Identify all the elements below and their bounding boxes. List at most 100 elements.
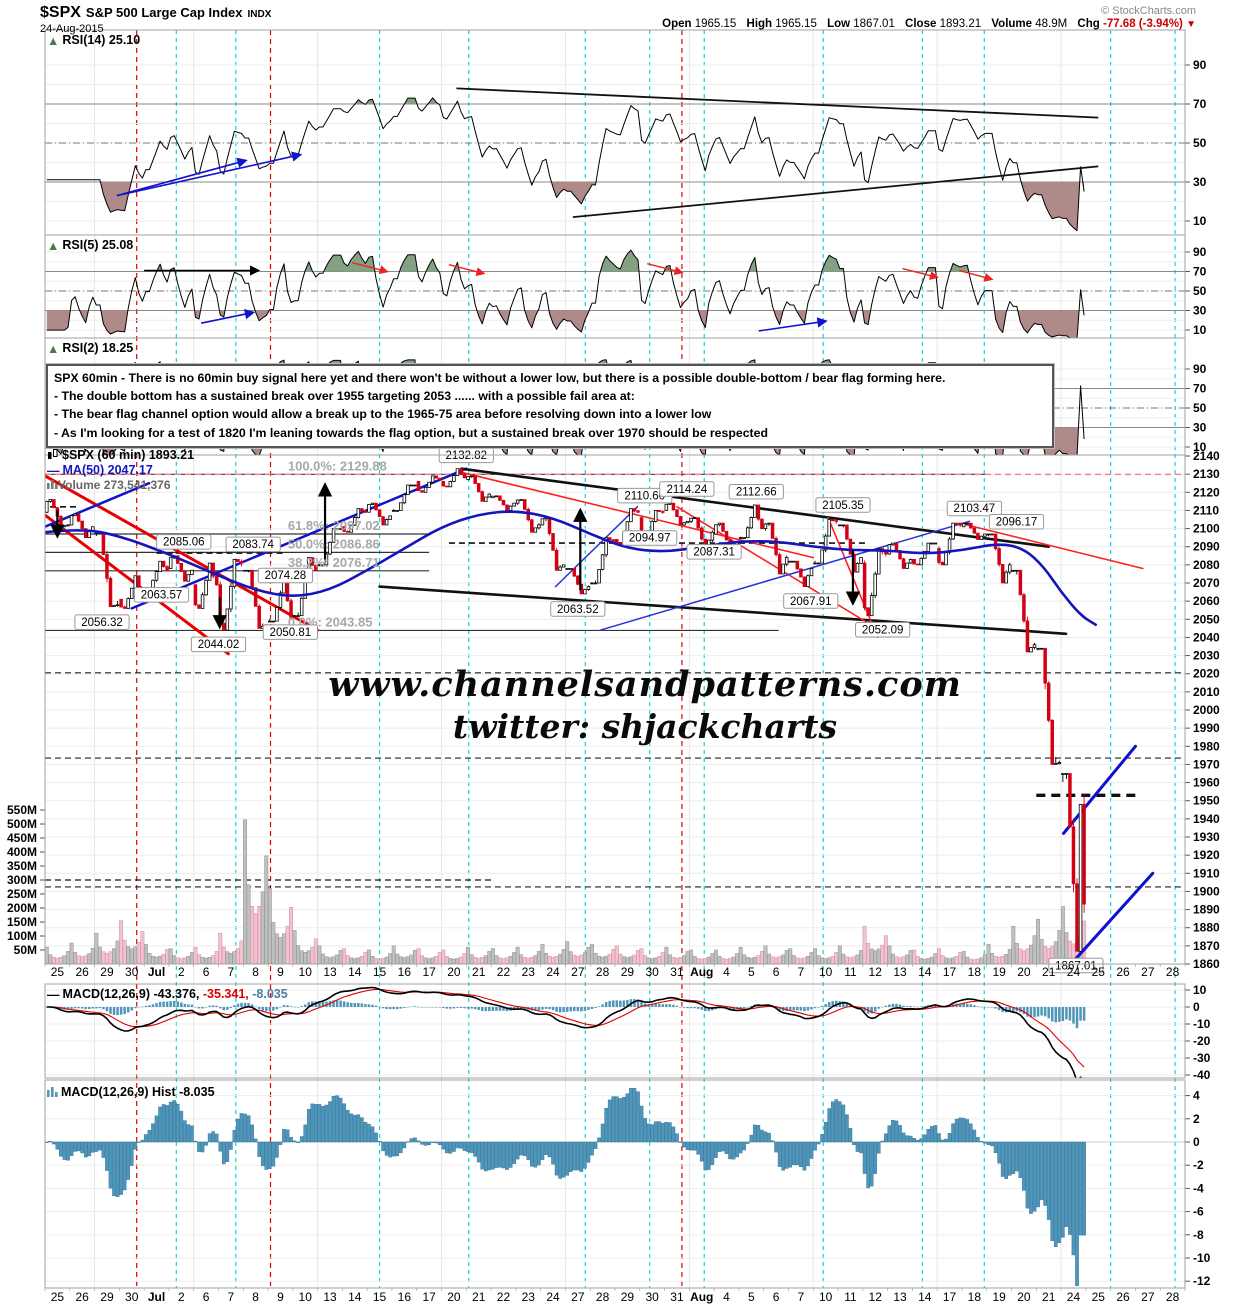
- date-axis-label: Jul: [148, 965, 165, 979]
- rsi2-legend: ▲ RSI(2) 18.25: [47, 341, 133, 356]
- date-axis-label: 30: [645, 965, 659, 979]
- date-axis-label: 23: [522, 1290, 536, 1304]
- rsi-axis-label: 70: [1193, 265, 1207, 279]
- date-axis-label: 10: [819, 1290, 833, 1304]
- volume-axis-label: 400M: [7, 845, 37, 859]
- date-axis-label: 10: [299, 1290, 313, 1304]
- hist-axis-label: -10: [1193, 1251, 1211, 1265]
- rsi2-label: RSI(2) 18.25: [62, 341, 134, 355]
- price-label-box[interactable]: [156, 534, 212, 550]
- price-label-box[interactable]: [262, 624, 318, 640]
- price-label-box[interactable]: [783, 593, 839, 609]
- date-axis-label: 11: [844, 1290, 857, 1304]
- candlesticks: [45, 468, 1086, 952]
- price-label-text: 2114.24: [667, 484, 708, 496]
- price-label-box[interactable]: [622, 530, 678, 546]
- date-axis-label: 6: [203, 1290, 210, 1304]
- rsi5-legend: ▲ RSI(5) 25.08: [47, 238, 133, 253]
- price-label-box[interactable]: [74, 614, 130, 630]
- spx-label: $SPX (60 min) 1893.21: [62, 448, 195, 462]
- price-label-box[interactable]: [686, 544, 742, 560]
- date-axis-label: 14: [348, 965, 362, 979]
- date-axis-label: 10: [819, 965, 833, 979]
- histogram-bars-icon: [47, 1086, 58, 1100]
- annotation-line: SPX 60min - There is no 60min buy signal…: [54, 371, 946, 385]
- price-label-box[interactable]: [728, 484, 784, 500]
- rsi5-label: RSI(5) 25.08: [62, 238, 134, 252]
- price-label-box[interactable]: [550, 601, 606, 617]
- volume-bars-icon: [47, 478, 58, 492]
- price-axis-label: 2010: [1193, 685, 1220, 699]
- copyright[interactable]: © StockCharts.com: [1101, 5, 1196, 17]
- date-axis-label: 28: [1166, 1290, 1180, 1304]
- price-label-box[interactable]: [855, 621, 911, 638]
- price-axis-label: 2030: [1193, 649, 1220, 663]
- rsi-axis-label: 50: [1193, 136, 1207, 150]
- date-axis-label: 29: [100, 1290, 114, 1304]
- macd-value: -43.376,: [153, 987, 200, 1001]
- date-axis-label: 25: [51, 1290, 65, 1304]
- date-axis-label: 24: [546, 965, 560, 979]
- price-label-box[interactable]: [659, 481, 715, 497]
- date-axis-label: 8: [252, 1290, 259, 1304]
- price-label-box[interactable]: [1048, 957, 1104, 974]
- date-axis-label: 26: [75, 965, 89, 979]
- rsi-axis-label: 30: [1193, 175, 1207, 189]
- panel-border: [44, 983, 1186, 1079]
- price-label-box[interactable]: [988, 513, 1045, 530]
- date-axis-label: 14: [918, 965, 932, 979]
- date-axis-label: 24: [1067, 1290, 1081, 1304]
- price-labels: 2056.32 2063.57 2085.06 2044.02 2083.74 2074.…: [74, 447, 1104, 974]
- price-label-box[interactable]: [946, 500, 1002, 517]
- rsi14-legend: ▲ RSI(14) 25.10: [47, 33, 140, 48]
- rsi14-label: RSI(14) 25.10: [62, 33, 141, 47]
- date-axis-label: 7: [798, 1290, 805, 1304]
- date-axis-label: 21: [1042, 965, 1056, 979]
- price-panel: [45, 467, 1185, 964]
- symbol[interactable]: $SPX: [40, 4, 81, 21]
- hist-axis-label: 2: [1193, 1112, 1200, 1126]
- macd-panel: [45, 986, 1086, 1078]
- price-label-box[interactable]: [225, 536, 281, 553]
- price-axis-label: 2110: [1193, 503, 1219, 517]
- date-axis-label: 14: [348, 1290, 362, 1304]
- price-label-text: 2103.47: [954, 503, 996, 515]
- date-axis-label: 23: [522, 965, 536, 979]
- price-axis-label: 2100: [1193, 522, 1220, 536]
- chart-date: 24-Aug-2015: [40, 23, 104, 35]
- price-label-box[interactable]: [133, 587, 190, 603]
- date-axis-label: 26: [1116, 1290, 1130, 1304]
- indicator-icon: ▲: [47, 34, 60, 48]
- price-axis-label: 1950: [1193, 794, 1220, 808]
- date-axis-label: 13: [893, 965, 907, 979]
- volume-axis-label: 350M: [7, 859, 37, 873]
- price-axis-label: 1930: [1193, 830, 1220, 844]
- date-axis-label: 30: [645, 1290, 659, 1304]
- price-label-box[interactable]: [815, 497, 871, 513]
- hist-axis-label: 4: [1193, 1089, 1200, 1103]
- date-axis-label: 31: [670, 965, 684, 979]
- ma50-label: MA(50) 2047.17: [62, 463, 153, 477]
- price-axis-label: 1940: [1193, 812, 1220, 826]
- macd-axis-label: -30: [1193, 1051, 1211, 1065]
- rsi-axis-label: 70: [1193, 97, 1207, 111]
- price-axis-label: 1990: [1193, 721, 1220, 735]
- price-label-box[interactable]: [190, 636, 247, 653]
- volume-axis-label: 100M: [7, 929, 37, 943]
- date-axis-label: 20: [1017, 1290, 1031, 1304]
- price-label-text: 2063.57: [141, 590, 183, 602]
- price-label-text: 2067.91: [790, 596, 832, 608]
- date-axis-label: 21: [472, 965, 486, 979]
- price-axis-label: 1970: [1193, 757, 1220, 771]
- date-axis-label: 31: [670, 1290, 684, 1304]
- ohlc-quote-bar: Open 1965.15 High 1965.15 Low 1867.01 Cl…: [655, 18, 1196, 30]
- price-label-box[interactable]: [257, 567, 313, 584]
- date-axis-label: 15: [373, 1290, 387, 1304]
- rsi-annotations: [116, 87, 1099, 332]
- annotation-box[interactable]: SPX 60min - There is no 60min buy signal…: [46, 364, 1054, 448]
- date-axis-label: 14: [918, 1290, 932, 1304]
- price-label-text: 2087.31: [693, 547, 735, 559]
- date-axis-label: 21: [472, 1290, 486, 1304]
